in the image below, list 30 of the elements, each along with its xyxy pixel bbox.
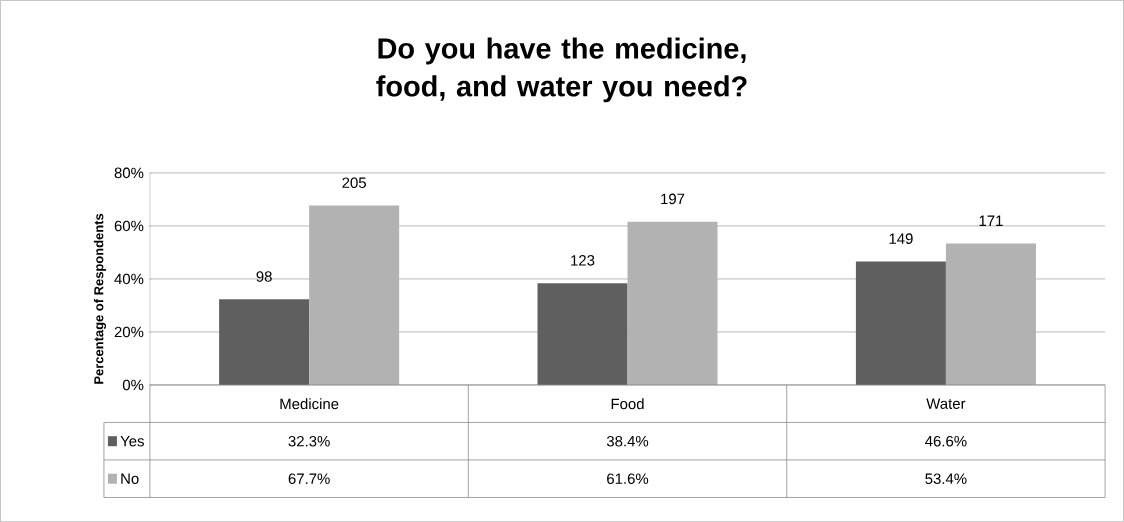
bar — [855, 261, 946, 386]
y-tick-label: 20% — [114, 326, 144, 338]
data-label: 38.4% — [606, 435, 649, 447]
chart-title: Do you have the medicine, food, and water you need? — [376, 37, 747, 103]
bar — [537, 283, 628, 386]
y-tick-label: 80% — [114, 167, 144, 179]
bar — [627, 221, 718, 386]
bar — [309, 205, 400, 386]
y-tick-label: 0% — [122, 379, 144, 391]
y-tick-label: 60% — [114, 220, 144, 232]
x-tick-label: Medicine — [280, 398, 339, 410]
data-label: 61.6% — [607, 473, 649, 485]
annotation: 149 — [889, 233, 913, 244]
annotation: 98 — [256, 271, 272, 282]
legend-label: No — [121, 473, 139, 484]
x-tick-label: Water — [926, 398, 966, 409]
annotation: 205 — [342, 177, 366, 189]
bar — [219, 299, 310, 386]
y-tick-label: 40% — [114, 273, 144, 285]
annotation: 197 — [661, 193, 685, 205]
data-label: 67.7% — [288, 473, 330, 485]
legend-label: Yes — [120, 436, 144, 447]
x-tick-label: Food — [611, 398, 644, 410]
data-label: 32.3% — [288, 435, 330, 447]
annotation: 123 — [571, 255, 595, 266]
y-axis-title: Percentage of Respondents — [93, 213, 106, 384]
data-label: 53.4% — [925, 473, 967, 485]
annotation: 171 — [979, 215, 1003, 226]
data-label: 46.6% — [925, 435, 967, 447]
bar — [945, 243, 1036, 386]
